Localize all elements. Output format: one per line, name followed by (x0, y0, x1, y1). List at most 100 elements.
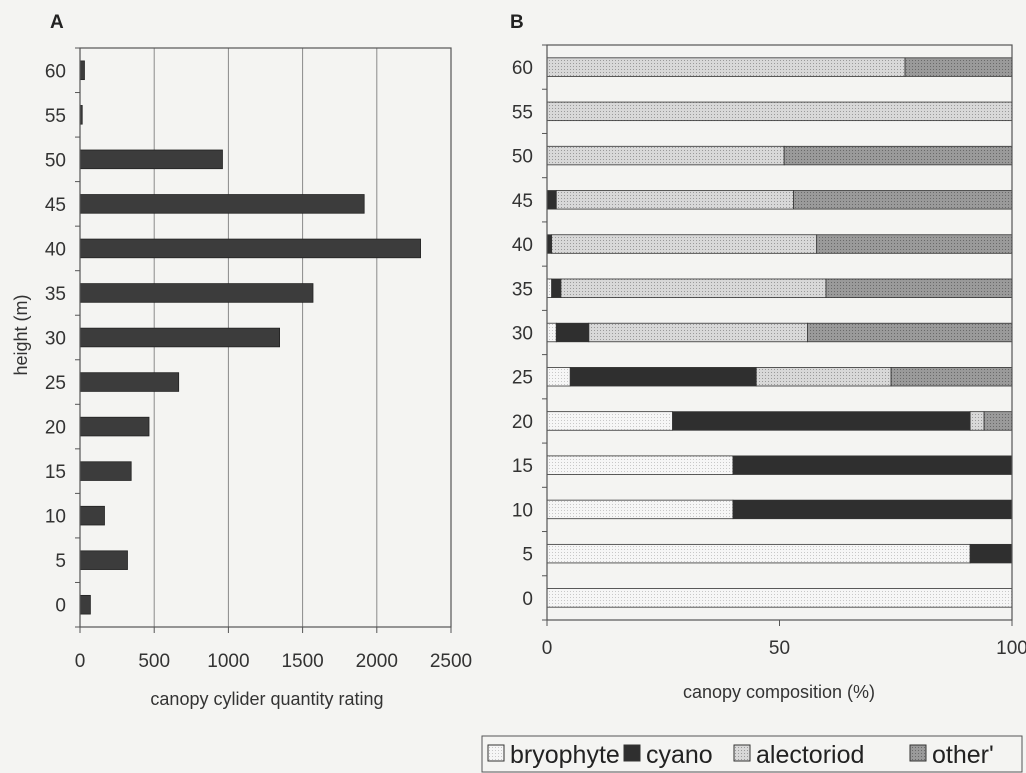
panel-b-bar-20-cyano (672, 411, 971, 431)
panel-a-y-tick-label: 5 (55, 551, 66, 572)
panel-b-bar-45-cyano (546, 190, 557, 210)
panel-a-y-axis-title: height (m) (11, 294, 31, 375)
panel-a-bar-45 (79, 194, 365, 214)
panel-a-x-tick-labels: 0 500 1000 1500 2000 2500 (75, 651, 472, 672)
panel-a-bar-25 (79, 372, 180, 392)
panel-a-bar-15 (79, 461, 132, 481)
panel-a-x-tick-label: 2000 (356, 651, 398, 672)
panel-b-y-tick-label: 20 (512, 412, 533, 433)
panel-a-axes (75, 47, 452, 633)
panel-b-y-tick-label: 40 (512, 235, 533, 256)
panel-b-bar-60-other (904, 57, 1013, 77)
legend-swatch-other (909, 744, 927, 762)
panel-a-bar-0 (79, 594, 91, 615)
panel-b-y-tick-label: 55 (512, 102, 533, 123)
panel-b-bar-55-alectoriod (546, 101, 1013, 122)
panel-b-y-tick-label: 35 (512, 279, 533, 300)
panel-b-bar-15-cyano (732, 455, 1013, 475)
panel-b-y-tick-labels: 0 5 10 15 20 25 30 35 40 45 50 55 60 (512, 58, 533, 610)
panel-b-x-axis-title: canopy composition (%) (683, 682, 875, 702)
panel-a-y-tick-label: 35 (45, 284, 66, 305)
panel-b-axes (542, 44, 1013, 626)
panel-a-bar-40 (79, 238, 421, 259)
panel-b-bar-40-cyano (546, 234, 553, 254)
panel-b-bar-35-other (825, 278, 1013, 298)
panel-a-y-tick-label: 20 (45, 418, 66, 439)
panel-b-bar-45-other (793, 190, 1013, 210)
panel-a-bars (79, 60, 421, 615)
panel-a-y-tick-label: 25 (45, 373, 66, 394)
panel-a-y-tick-label: 10 (45, 507, 66, 528)
panel-b-y-tick-label: 50 (512, 147, 533, 168)
panel-b-bar-20-bryophyte (546, 411, 673, 431)
panel-b-y-tick-label: 45 (512, 191, 533, 212)
panel-a-x-tick-label: 500 (138, 651, 170, 672)
panel-b-stacked-bars (546, 57, 1013, 608)
panel-b-bar-35-bryophyte (546, 278, 553, 298)
panel-a-y-tick-label: 0 (55, 596, 66, 617)
panel-b-bar-60-alectoriod (546, 57, 906, 77)
panel-b-y-tick-label: 0 (522, 589, 533, 610)
panel-a-y-tick-label: 45 (45, 195, 66, 216)
panel-b-bar-20-alectoriod (969, 411, 985, 431)
panel-b-bar-30-bryophyte (546, 322, 557, 343)
panel-b-bar-25-alectoriod (755, 367, 892, 387)
legend-box (481, 735, 1023, 773)
legend-swatch-bryophyte (487, 744, 505, 762)
panel-b-bar-15-bryophyte (546, 455, 734, 475)
panel-b-bar-5-bryophyte (546, 543, 971, 564)
legend-label-alectoriod: alectoriod (756, 741, 864, 769)
legend-swatch-cyano (623, 744, 641, 762)
panel-b-bar-10-bryophyte (546, 499, 734, 520)
legend-label-cyano: cyano (646, 741, 713, 769)
panel-b-y-tick-label: 15 (512, 456, 533, 477)
panel-a-y-tick-label: 15 (45, 462, 66, 483)
panel-a-x-tick-label: 1500 (281, 651, 323, 672)
panel-a-x-axis-title: canopy cylider quantity rating (150, 689, 383, 709)
panel-b-bar-50-other (783, 145, 1013, 166)
panel-a-bar-20 (79, 416, 150, 437)
panel-b-bar-30-cyano (555, 322, 590, 343)
panel-b-y-tick-label: 5 (522, 545, 533, 566)
panel-b-bar-5-cyano (969, 543, 1013, 564)
panel-a-bar-30 (79, 327, 280, 348)
panel-a-label: A (50, 12, 64, 33)
panel-b-bar-25-other (890, 367, 1013, 387)
panel-b-label: B (510, 12, 524, 33)
panel-a-bar-50 (79, 149, 223, 170)
panel-b-legend: bryophyte cyano alectoriod other' (481, 735, 1023, 773)
panel-b-x-tick-label: 0 (542, 638, 553, 659)
panel-a-y-tick-label: 50 (45, 150, 66, 171)
panel-b-x-tick-label: 100 (996, 638, 1026, 659)
panel-b-bar-25-cyano (569, 367, 757, 387)
panel-b-bar-50-alectoriod (546, 145, 785, 166)
panel-a-bar-10 (79, 505, 105, 526)
panel-b-y-tick-label: 10 (512, 500, 533, 521)
panel-a-y-tick-label: 30 (45, 329, 66, 350)
panel-b-bar-10-cyano (732, 499, 1013, 520)
panel-a-y-tick-label: 60 (45, 61, 66, 82)
panel-b-bar-20-other (983, 411, 1013, 431)
panel-b-x-tick-label: 50 (769, 638, 790, 659)
panel-a-bar-35 (79, 283, 314, 303)
panel-b-bar-0-bryophyte (546, 588, 1013, 608)
panel-a-x-tick-label: 1000 (207, 651, 249, 672)
panel-b-x-tick-labels: 0 50 100 (542, 638, 1026, 659)
panel-b-y-tick-label: 25 (512, 368, 533, 389)
panel-b-bar-40-alectoriod (551, 234, 818, 254)
panel-b-bar-45-alectoriod (555, 190, 794, 210)
panel-a-y-tick-label: 55 (45, 106, 66, 127)
panel-b-bar-40-other (816, 234, 1013, 254)
panel-b-bar-30-alectoriod (588, 322, 808, 343)
legend-swatch-alectoriod (733, 744, 751, 762)
panel-a-y-tick-label: 40 (45, 239, 66, 260)
panel-a-x-tick-label: 2500 (430, 651, 472, 672)
panel-b-y-tick-label: 60 (512, 58, 533, 79)
legend-label-other: other' (932, 741, 994, 769)
panel-b-bar-30-other (807, 322, 1013, 343)
panel-a-y-tick-labels: 0 5 10 15 20 25 30 35 40 45 50 55 60 (45, 61, 66, 616)
panel-a-frame (79, 47, 452, 628)
panel-a-bar-60 (79, 60, 85, 81)
legend-label-bryophyte: bryophyte (510, 741, 620, 769)
